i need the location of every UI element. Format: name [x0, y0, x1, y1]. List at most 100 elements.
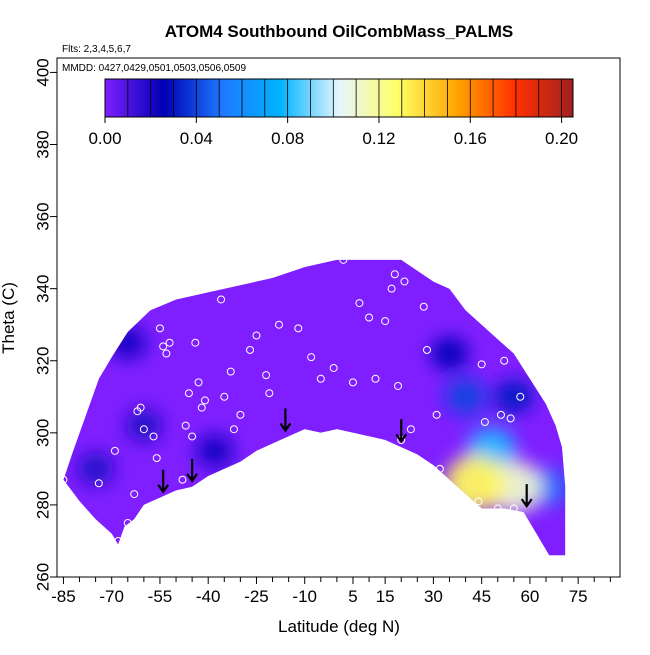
y-tick-label: 260: [33, 563, 52, 591]
sample-point: [355, 299, 364, 308]
sample-point: [394, 381, 403, 390]
sample-point: [110, 446, 119, 455]
sample-point: [188, 432, 197, 441]
sample-point: [432, 410, 441, 419]
sample-point: [146, 508, 155, 517]
y-tick-label: 400: [33, 58, 52, 86]
sample-point: [155, 324, 164, 333]
y-tick-label: 340: [33, 274, 52, 302]
sample-point: [500, 356, 509, 365]
sample-point: [487, 313, 496, 322]
sample-point: [274, 320, 283, 329]
sample-point: [348, 378, 357, 387]
sample-point: [419, 302, 428, 311]
y-tick-label: 380: [33, 130, 52, 158]
sample-point: [59, 475, 68, 484]
sample-point: [506, 414, 515, 423]
sample-point: [172, 493, 181, 502]
sample-point: [493, 504, 502, 513]
flight-arrow: [395, 419, 408, 444]
sample-point: [474, 497, 483, 506]
y-tick-label: 360: [33, 202, 52, 230]
heatmap-hotspot: [196, 434, 234, 468]
sample-point: [114, 536, 123, 545]
x-tick-label: 60: [520, 587, 539, 606]
colorbar-gradient: [104, 78, 574, 118]
sample-point: [509, 504, 518, 513]
x-tick-label: 30: [424, 587, 443, 606]
sample-point: [339, 255, 348, 264]
sample-point: [406, 425, 415, 434]
x-tick-label: 5: [348, 587, 357, 606]
chart-title: ATOM4 Southbound OilCombMass_PALMS: [165, 22, 514, 41]
sample-point: [371, 374, 380, 383]
heatmap-hotspot: [109, 326, 147, 360]
sample-point: [252, 331, 261, 340]
x-axis: -85 -70 -55 -40 -25 -10 5 15 30 45 60 75: [51, 577, 611, 606]
colorbar-tick-label: 0.20: [545, 129, 578, 148]
sample-point: [184, 389, 193, 398]
y-tick-label: 320: [33, 347, 52, 375]
flights-note: Flts: 2,3,4,5,6,7: [62, 44, 131, 55]
sample-point: [390, 270, 399, 279]
sample-point: [258, 468, 267, 477]
flight-arrow: [186, 458, 199, 483]
sample-point: [136, 403, 145, 412]
sample-point: [422, 345, 431, 354]
sample-point: [191, 338, 200, 347]
y-tick-label: 280: [33, 491, 52, 519]
sample-point: [123, 518, 132, 527]
sample-point: [262, 371, 271, 380]
sample-point: [435, 464, 444, 473]
colorbar-tick-label: 0.04: [180, 129, 213, 148]
sample-point: [496, 410, 505, 419]
flight-arrow: [157, 469, 170, 494]
x-tick-label: -10: [292, 587, 317, 606]
heatmap-hotspot: [77, 452, 114, 486]
sample-point: [200, 396, 209, 405]
sample-point: [178, 475, 187, 484]
colorbar-tick-label: 0.00: [88, 129, 121, 148]
y-axis: 260 280 300 320 340 360 380 400: [33, 58, 57, 591]
sample-point: [197, 403, 206, 412]
x-tick-label: -40: [196, 587, 221, 606]
flight-arrow: [520, 484, 533, 509]
plot-frame: [56, 57, 621, 578]
sample-point: [162, 349, 171, 358]
sample-point: [516, 392, 525, 401]
sample-point: [265, 389, 274, 398]
heatmap-hotspot: [430, 336, 469, 371]
sample-point: [165, 338, 174, 347]
y-tick-label: 300: [33, 419, 52, 447]
sample-point: [210, 479, 219, 488]
x-tick-label: 45: [472, 587, 491, 606]
colorbar-tick-label: 0.12: [362, 129, 395, 148]
sample-point: [329, 363, 338, 372]
sample-point: [525, 309, 534, 318]
x-axis-label: Latitude (deg N): [278, 617, 400, 636]
sample-point: [246, 345, 255, 354]
x-tick-label: 75: [569, 587, 588, 606]
sample-point: [217, 295, 226, 304]
x-tick-label: -85: [51, 587, 76, 606]
sample-point: [229, 425, 238, 434]
sample-point: [400, 277, 409, 286]
colorbar-tick-label: 0.16: [454, 129, 487, 148]
sample-point: [204, 482, 213, 491]
sample-point: [226, 367, 235, 376]
sample-point: [159, 342, 168, 351]
sample-point: [236, 410, 245, 419]
sample-point: [149, 432, 158, 441]
heatmap-hotspot: [445, 378, 487, 416]
colorbar-tick-label: 0.08: [271, 129, 304, 148]
sample-point: [480, 418, 489, 427]
x-tick-label: -55: [148, 587, 173, 606]
sample-point: [387, 284, 396, 293]
sample-point: [94, 479, 103, 488]
sample-point: [316, 374, 325, 383]
sample-point: [365, 313, 374, 322]
heatmap-field: [59, 255, 566, 556]
sample-point: [152, 454, 161, 463]
